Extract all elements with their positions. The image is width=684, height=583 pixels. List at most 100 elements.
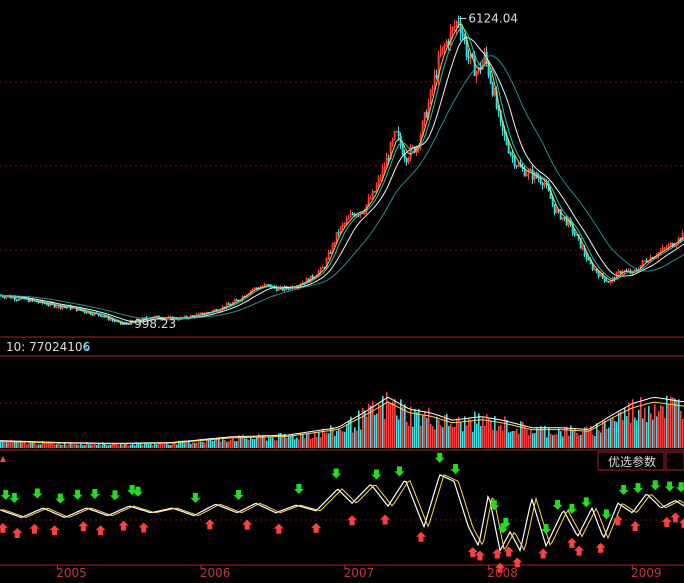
volume-bar — [548, 427, 550, 448]
optimize-params-label: 优选参数 — [608, 454, 656, 469]
indicator-line-signal — [0, 474, 684, 552]
candle — [597, 270, 600, 279]
candle — [101, 316, 104, 318]
volume-bar — [32, 441, 34, 448]
buy-signal-arrow-icon — [95, 525, 106, 536]
sell-signal-arrow-icon — [489, 500, 500, 511]
volume-bar — [470, 420, 472, 448]
volume-bar — [80, 443, 82, 448]
volume-bar — [504, 416, 506, 448]
volume-bar — [560, 431, 562, 448]
candle — [61, 306, 64, 311]
candle — [333, 241, 336, 248]
volume-bar — [164, 443, 166, 448]
volume-bar — [404, 404, 406, 448]
volume-ma-line-2 — [0, 401, 684, 445]
volume-bar — [658, 410, 660, 448]
volume-bar — [154, 442, 156, 448]
candle — [349, 209, 352, 218]
candle — [337, 229, 340, 237]
volume-bar — [550, 433, 552, 448]
volume-bar — [424, 411, 426, 448]
candle — [267, 283, 270, 286]
volume-bar — [126, 442, 128, 448]
volume-bar — [328, 433, 330, 448]
volume-bar — [46, 442, 48, 448]
volume-bar — [230, 439, 232, 448]
volume-bar — [96, 445, 98, 448]
volume-bar — [554, 434, 556, 448]
sell-signal-arrow-icon — [55, 493, 66, 504]
optimize-params-button[interactable]: 优选参数 — [597, 451, 665, 471]
volume-bar — [480, 425, 482, 448]
volume-bar — [338, 428, 340, 448]
candle — [593, 266, 596, 271]
candle — [391, 137, 394, 147]
volume-bar — [598, 430, 600, 448]
volume-bar — [386, 392, 388, 448]
volume-bar — [634, 417, 636, 448]
volume-bar — [238, 435, 240, 448]
volume-bar — [308, 434, 310, 448]
volume-bar — [378, 404, 380, 448]
volume-bar — [190, 443, 192, 448]
candle — [489, 70, 492, 85]
volume-bar — [394, 398, 396, 448]
candle — [435, 69, 438, 80]
volume-bar — [196, 442, 198, 448]
volume-bar — [602, 419, 604, 448]
volume-bar — [534, 433, 536, 448]
volume-bar — [158, 442, 160, 448]
candle — [233, 298, 236, 303]
volume-bar — [446, 413, 448, 448]
volume-bar — [546, 437, 548, 448]
candle — [383, 162, 386, 173]
volume-bar — [342, 431, 344, 448]
candle — [483, 47, 486, 64]
buy-signal-arrow-icon — [347, 515, 358, 526]
volume-bar — [502, 430, 504, 448]
volume-bar — [674, 398, 676, 448]
volume-bar — [468, 418, 470, 448]
volume-bar — [454, 426, 456, 448]
volume-bar — [34, 441, 36, 448]
volume-bar — [392, 401, 394, 448]
candle — [559, 208, 562, 220]
volume-bar — [48, 441, 50, 448]
volume-bar — [84, 445, 86, 448]
sell-signal-arrow-icon — [0, 489, 11, 500]
volume-bar — [270, 437, 272, 448]
volume-bar — [524, 425, 526, 448]
candle — [103, 315, 106, 318]
volume-bar — [486, 414, 488, 448]
volume-bar — [574, 427, 576, 448]
volume-bar — [612, 417, 614, 448]
volume-bar — [456, 418, 458, 448]
volume-bar — [138, 443, 140, 448]
volume-bar — [148, 444, 150, 448]
volume-bar — [358, 410, 360, 448]
volume-bar — [152, 445, 154, 448]
candle — [227, 301, 230, 305]
volume-bar — [316, 437, 318, 448]
candle — [491, 81, 494, 98]
volume-bar — [586, 426, 588, 448]
volume-bar — [114, 442, 116, 448]
volume-bar — [302, 434, 304, 448]
volume-bar — [90, 444, 92, 448]
volume-bar — [292, 435, 294, 448]
buy-signal-arrow-icon — [612, 515, 623, 526]
candle — [575, 234, 578, 236]
candle — [563, 217, 566, 222]
volume-bar — [372, 401, 374, 448]
buy-signal-arrow-icon — [630, 520, 641, 531]
volume-bar — [570, 425, 572, 448]
volume-bar — [466, 425, 468, 448]
volume-bar — [490, 420, 492, 448]
candle — [403, 149, 406, 163]
extra-button-box[interactable] — [665, 451, 684, 471]
volume-bar — [572, 429, 574, 448]
volume-bar — [420, 425, 422, 448]
candle — [377, 174, 380, 190]
volume-bar — [506, 419, 508, 448]
